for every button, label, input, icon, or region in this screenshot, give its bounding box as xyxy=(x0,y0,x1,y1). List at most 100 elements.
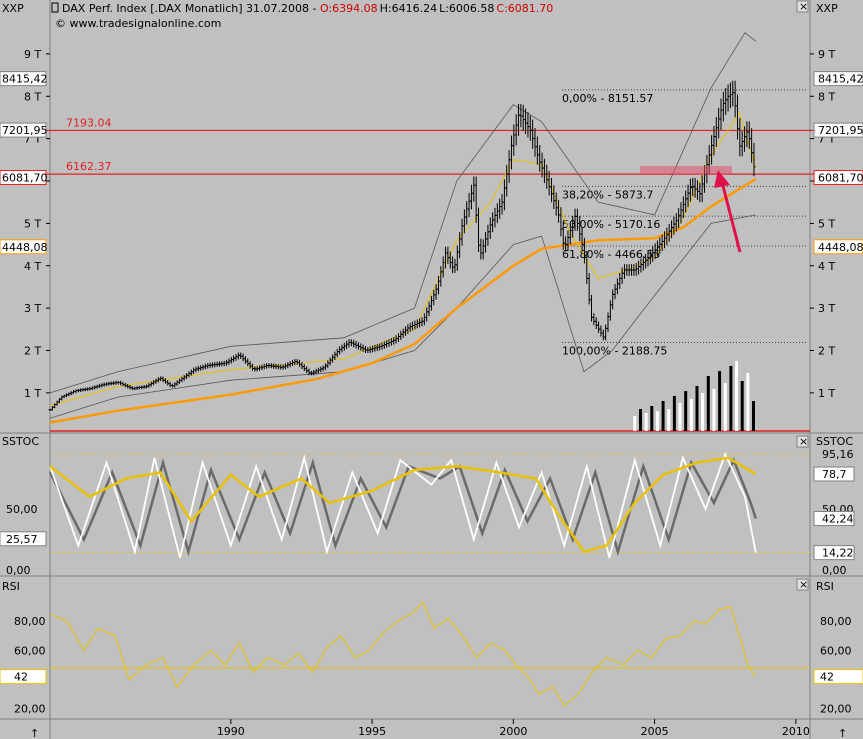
price-tick-label-left: 4 T xyxy=(24,260,41,273)
chart-title: DAX Perf. Index [.DAX Monatlich] 31.07.2… xyxy=(62,2,320,15)
right-value-tag-box xyxy=(813,170,863,186)
rsi-left-label: 60,00 xyxy=(14,644,46,657)
price-tick-label-right: 9 T xyxy=(818,48,835,61)
fib-level-label: 38,20% - 5873.7 xyxy=(562,188,653,201)
sstoc-right-tag-box xyxy=(813,545,855,561)
volume-bar xyxy=(701,393,705,431)
svg-text:×: × xyxy=(799,578,808,591)
bollinger-bands xyxy=(49,32,757,419)
rsi-right-label: 60,00 xyxy=(820,644,852,657)
volume-bar xyxy=(740,381,744,431)
right-value-tag-box xyxy=(813,122,863,138)
left-value-tag: 6081,70 xyxy=(2,172,48,185)
horizontal-line-label: 7193.04 xyxy=(66,116,112,129)
rsi-label-left: RSI xyxy=(2,580,20,593)
volume-bar xyxy=(667,409,671,431)
value-tags: 8415,42 7201,95 6081,70 4448,08 8415,42 7201,… xyxy=(0,71,863,255)
sstoc-fast-line xyxy=(49,451,757,559)
price-tick-label-right: 1 T xyxy=(818,387,835,400)
rsi-right-tag-box xyxy=(813,669,863,685)
rsi-line xyxy=(49,601,757,707)
sstoc-left-tag-box xyxy=(0,531,47,547)
rsi-left-label: 42 xyxy=(14,671,28,684)
volume-bar xyxy=(633,416,637,431)
price-tick-label-right: 8 T xyxy=(818,90,835,103)
left-value-tag: 8415,42 xyxy=(2,73,48,86)
fib-level-label: 100,00% - 2188.75 xyxy=(562,344,667,357)
svg-text:×: × xyxy=(799,0,808,13)
x-tick-label: 1990 xyxy=(217,725,245,738)
volume-bar xyxy=(650,406,654,431)
right-value-tag: 4448,08 xyxy=(818,241,863,254)
chart-title-line: DAX Perf. Index [.DAX Monatlich] 31.07.2… xyxy=(62,2,553,15)
x-tick-label: 2000 xyxy=(499,725,527,738)
close-panel-icon[interactable]: × xyxy=(796,0,809,13)
sstoc-close-icon[interactable]: × xyxy=(796,435,809,448)
annotation-arrow xyxy=(714,170,742,253)
ohlc-open: O:6394.08 xyxy=(320,2,378,15)
sstoc-right-label: 0,00 xyxy=(822,564,847,577)
bollinger-lower-line xyxy=(49,214,756,419)
volume-bar xyxy=(712,389,716,431)
price-tick-label-right: 4 T xyxy=(818,260,835,273)
sstoc-slow-line xyxy=(48,457,757,557)
rsi-left-label: 80,00 xyxy=(14,615,46,628)
volume-bar xyxy=(718,371,722,431)
sstoc-right-label: 78,7 xyxy=(822,468,847,481)
right-value-tag: 8415,42 xyxy=(818,73,863,86)
sstoc-label-left: SSTOC xyxy=(2,435,39,448)
x-tick-label: 2005 xyxy=(641,725,669,738)
sstoc-right-label: 42,24 xyxy=(822,512,854,525)
left-value-tag: 4448,08 xyxy=(2,241,48,254)
svg-text:×: × xyxy=(799,435,808,448)
price-tick-label-left: 3 T xyxy=(24,302,41,315)
left-value-tag-box xyxy=(0,239,47,255)
rsi-left-tag-box xyxy=(0,669,47,685)
sstoc-signal-line xyxy=(49,456,757,554)
volume-bar xyxy=(684,391,688,431)
price-tick-label-left: 9 T xyxy=(24,48,41,61)
sstoc-label-right: SSTOC xyxy=(816,435,853,448)
rsi-right-label: 20,00 xyxy=(820,703,852,716)
left-value-tag-box xyxy=(0,170,47,186)
rsi-right-label: 80,00 xyxy=(820,615,852,628)
right-value-tag: 7201,95 xyxy=(818,124,863,137)
x-tick-label: 2010 xyxy=(782,725,810,738)
volume-bar xyxy=(689,399,693,431)
sstoc-right-label: 14,22 xyxy=(822,547,854,560)
right-value-tag-box xyxy=(813,71,863,87)
volume-bar xyxy=(746,373,750,431)
volume-bar xyxy=(661,401,665,431)
rsi-label-right: RSI xyxy=(816,580,834,593)
sstoc-right-label: 95,16 xyxy=(822,448,854,461)
price-highlight-box xyxy=(640,166,732,175)
scroll-up-left[interactable]: ↑ xyxy=(30,727,39,739)
volume-bar xyxy=(695,386,699,431)
price-tick-label-left: 5 T xyxy=(24,217,41,230)
left-value-tag: 7201,95 xyxy=(2,124,48,137)
price-series xyxy=(48,80,756,411)
sstoc-left-label: 0,00 xyxy=(6,564,31,577)
chart-type-icon[interactable] xyxy=(51,2,59,13)
price-tick-label-left: 2 T xyxy=(24,344,41,357)
price-tick-label-left: 8 T xyxy=(24,90,41,103)
horizontal-line-label: 6162.37 xyxy=(66,160,112,173)
rsi-right-label: 42 xyxy=(820,671,834,684)
volume-bar xyxy=(678,403,682,431)
source-credit: © www.tradesignalonline.com xyxy=(55,17,221,30)
sstoc-left-label: 25,57 xyxy=(6,533,38,546)
volume-bar xyxy=(723,383,727,431)
volume-bar xyxy=(644,413,648,431)
scroll-up-right[interactable]: ↑ xyxy=(838,727,847,739)
price-tick-label-right: 5 T xyxy=(818,217,835,230)
price-tick-label-left: 1 T xyxy=(24,387,41,400)
sstoc-right-tag-box xyxy=(813,466,855,482)
header: XXP DAX Perf. Index [.DAX Monatlich] 31.… xyxy=(2,0,838,30)
ohlc-low: L:6006.58 xyxy=(439,2,494,15)
rsi-close-icon[interactable]: × xyxy=(796,578,809,591)
rsi-left-label: 20,00 xyxy=(14,703,46,716)
x-tick-label: 1995 xyxy=(358,725,386,738)
sstoc-right-tag-box xyxy=(813,510,855,526)
